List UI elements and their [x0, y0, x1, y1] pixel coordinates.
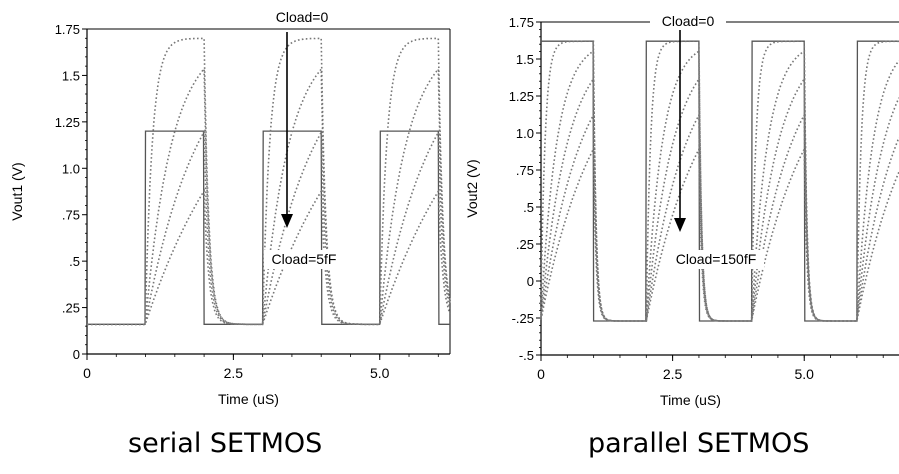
chart-1-y-tick-label: 1.0: [516, 126, 534, 141]
chart-1-x-tick-label: 0: [537, 366, 545, 382]
chart-0-arrow-head: [281, 214, 293, 228]
chart-0-series-line-1: [87, 66, 451, 326]
chart-1-y-tick-label: .5: [523, 200, 534, 215]
chart-1-y-axis-label: Vout2 (V): [464, 159, 480, 217]
chart-1-y-tick-label: 0: [527, 274, 534, 289]
chart-1-annotation-top: Cload=0: [662, 13, 715, 29]
chart-0-x-tick-label: 0: [83, 365, 91, 381]
chart-0-annotation-top-bg: [264, 8, 340, 26]
caption-parallel-setmos: parallel SETMOS: [588, 428, 810, 459]
chart-1-annotation-bottom: Cload=150fF: [676, 251, 757, 267]
chart-0-x-tick-label: 2.5: [224, 365, 244, 381]
chart-0-y-tick-label: 1.5: [62, 68, 80, 83]
chart-0-annotation-top: Cload=0: [276, 9, 329, 25]
chart-0-y-tick-label: .25: [62, 301, 80, 316]
chart-1-y-tick-label: 1.25: [509, 89, 534, 104]
chart-1-x-tick-label: 2.5: [663, 366, 683, 382]
chart-0-y-tick-label: .5: [69, 254, 80, 269]
chart-0-annotation-bottom-bg: [264, 250, 344, 269]
chart-1-annotation-top-bg: [650, 12, 726, 30]
chart-1-series-line-2: [540, 76, 899, 322]
chart-1-y-tick-label: 1.5: [516, 52, 534, 67]
chart-0-y-tick-label: .75: [62, 208, 80, 223]
chart-0-series-line-0: [87, 37, 451, 326]
chart-0-series-line-3: [87, 188, 451, 326]
chart-0-y-tick-label: 1.0: [62, 161, 80, 176]
chart-1-y-tick-label: 1.75: [509, 15, 534, 30]
chart-0-y-axis-label: Vout1 (V): [9, 162, 25, 220]
chart-1-y-tick-label: .25: [516, 237, 534, 252]
chart-0-y-tick-label: 1.25: [55, 115, 80, 130]
chart-1-y-tick-label: .75: [516, 163, 534, 178]
chart-0-annotation-bottom: Cload=5fF: [272, 251, 337, 267]
chart-1-y-tick-label: -.5: [519, 348, 534, 363]
chart-figure: 0 .25 .5 .75 1.0 1.25 1.5 1.75 0 2.5 5.0 Time (uS) V…: [9, 8, 899, 408]
chart-1-x-tick-label: 5.0: [795, 366, 815, 382]
chart-1-arrow-head: [674, 218, 686, 232]
caption-serial-setmos: serial SETMOS: [128, 428, 323, 459]
chart-1-annotation-bottom-bg: [668, 250, 764, 269]
chart-0-input-square-wave: [87, 130, 450, 325]
chart-0-x-axis-label: Time (uS): [218, 391, 279, 407]
chart-0-series-line-2: [87, 129, 451, 326]
chart-0-y-tick-label: 0: [73, 347, 80, 362]
chart-0-x-tick-label: 5.0: [370, 365, 390, 381]
chart-1-series-line-4: [540, 146, 899, 322]
chart-0-y-tick-label: 1.75: [55, 22, 80, 37]
chart-1-x-axis-label: Time (uS): [660, 392, 721, 408]
chart-1-y-tick-label: -.25: [512, 311, 534, 326]
